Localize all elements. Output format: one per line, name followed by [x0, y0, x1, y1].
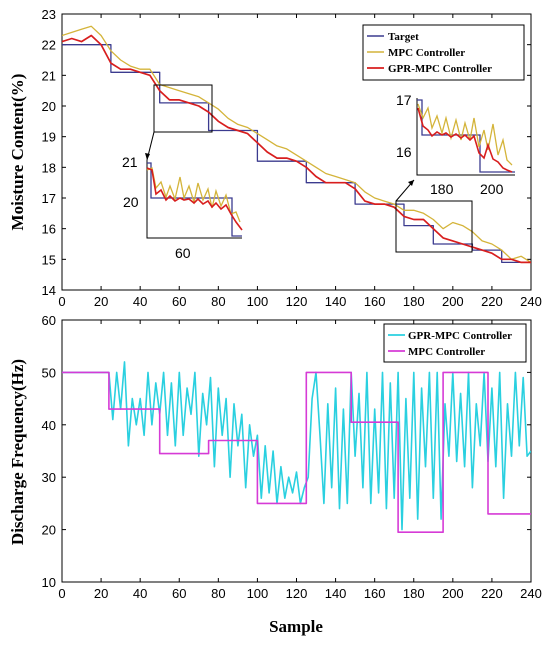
x-tick-label: 20 [94, 586, 108, 601]
x-tick-label: 240 [520, 294, 542, 309]
inset-left-ytick-2: 20 [123, 194, 139, 210]
series-line-mpc-controller [62, 371, 531, 534]
top-chart: 0 20 40 60 80 100 120 140 160 180 200 220 2401415161… [8, 7, 542, 309]
x-tick-label: 200 [442, 294, 464, 309]
top-y-axis-label: Moisture Content(%) [8, 74, 27, 231]
zoom-box-right [395, 200, 473, 253]
x-axis-label: Sample [269, 617, 323, 636]
y-tick-label: 20 [42, 99, 56, 114]
x-tick-label: 60 [172, 294, 186, 309]
bottom-y-axis-label: Discharge Frequency(Hz) [8, 359, 27, 545]
inset-right-ytick-1: 17 [396, 92, 412, 108]
inset-left-target [147, 162, 242, 237]
x-tick-label: 180 [403, 586, 425, 601]
bottom-plot-area [61, 319, 532, 583]
y-tick-label: 23 [42, 7, 56, 22]
x-tick-label: 180 [403, 294, 425, 309]
x-tick-label: 40 [133, 586, 147, 601]
inset-right-ytick-2: 16 [396, 144, 412, 160]
x-tick-label: 140 [325, 586, 347, 601]
series-line-gpr-mpc-controller [62, 361, 531, 531]
inset-right-mpc [417, 103, 513, 166]
x-tick-label: 220 [481, 294, 503, 309]
x-tick-label: 160 [364, 294, 386, 309]
zoom-box-left [153, 84, 213, 133]
legend-label-target: Target [388, 31, 419, 43]
inset-left: 21 20 60 [122, 154, 243, 261]
zoom-arrowhead-right [408, 180, 414, 186]
legend-label-gpr-bottom: GPR-MPC Controller [408, 330, 512, 342]
x-tick-label: 80 [211, 586, 225, 601]
x-tick-label: 0 [58, 586, 65, 601]
legend-label-gpr: GPR-MPC Controller [388, 63, 492, 75]
x-tick-label: 60 [172, 586, 186, 601]
y-tick-label: 60 [42, 313, 56, 328]
bottom-chart: 0 20 40 60 80 100 120 140 160 180 200 220 240 10 20 30 4… [8, 313, 542, 636]
y-tick-label: 17 [42, 191, 56, 206]
y-tick-label: 10 [42, 575, 56, 590]
legend-label-mpc-bottom: MPC Controller [408, 346, 485, 358]
x-tick-label: 40 [133, 294, 147, 309]
inset-left-gpr [146, 167, 243, 231]
y-tick-label: 14 [42, 283, 56, 298]
inset-right-xtick-1: 180 [430, 181, 454, 197]
x-tick-label: 200 [442, 586, 464, 601]
x-tick-label: 160 [364, 586, 386, 601]
y-tick-label: 50 [42, 365, 56, 380]
y-tick-label: 16 [42, 222, 56, 237]
x-tick-label: 100 [247, 586, 269, 601]
inset-left-ytick-1: 21 [122, 154, 138, 170]
legend-label-mpc: MPC Controller [388, 47, 465, 59]
y-tick-label: 15 [42, 252, 56, 267]
y-tick-label: 19 [42, 130, 56, 145]
inset-right-gpr [417, 107, 513, 173]
x-tick-label: 120 [286, 294, 308, 309]
top-legend: Target MPC Controller GPR-MPC Controller [362, 24, 525, 81]
inset-left-xtick-1: 60 [175, 245, 191, 261]
x-tick-label: 220 [481, 586, 503, 601]
bottom-ticks: 0 20 40 60 80 100 120 140 160 180 200 220 240 10 20 30 4… [42, 313, 542, 601]
top-ticks: 0 20 40 60 80 100 120 140 160 180 200 220 2401415161… [42, 7, 542, 309]
y-tick-label: 21 [42, 68, 56, 83]
series-line-gpr-mpc-controller [62, 34, 531, 264]
series-line-mpc-controller [62, 25, 531, 263]
zoom-arrowhead-left [145, 153, 150, 160]
inset-right: 17 16 180 200 [396, 92, 515, 197]
x-tick-label: 140 [325, 294, 347, 309]
x-tick-label: 240 [520, 586, 542, 601]
y-tick-label: 30 [42, 470, 56, 485]
inset-right-target [417, 99, 515, 173]
bottom-series [62, 361, 531, 534]
bottom-legend: GPR-MPC Controller MPC Controller [383, 323, 527, 363]
x-tick-label: 80 [211, 294, 225, 309]
x-tick-label: 120 [286, 586, 308, 601]
y-tick-label: 18 [42, 160, 56, 175]
x-tick-label: 100 [247, 294, 269, 309]
x-tick-label: 0 [58, 294, 65, 309]
y-tick-label: 20 [42, 523, 56, 538]
y-tick-label: 22 [42, 38, 56, 53]
x-tick-label: 20 [94, 294, 108, 309]
inset-right-xtick-2: 200 [480, 181, 504, 197]
y-tick-label: 40 [42, 418, 56, 433]
